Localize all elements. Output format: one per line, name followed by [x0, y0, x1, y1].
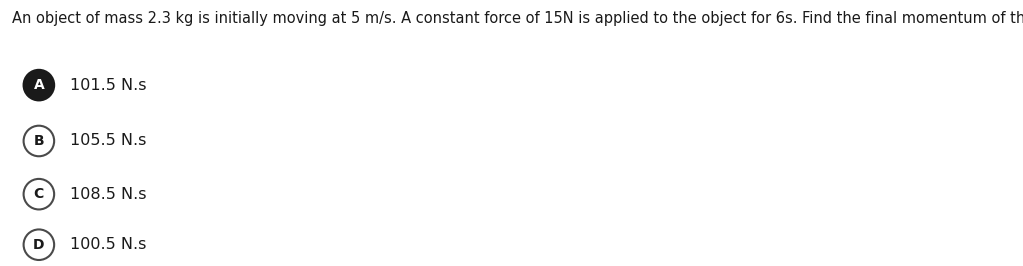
- Text: 108.5 N.s: 108.5 N.s: [70, 187, 146, 202]
- Ellipse shape: [24, 126, 54, 156]
- Text: 101.5 N.s: 101.5 N.s: [70, 78, 146, 93]
- Ellipse shape: [24, 70, 54, 100]
- Text: B: B: [34, 134, 44, 148]
- Ellipse shape: [24, 179, 54, 209]
- Text: D: D: [33, 238, 45, 252]
- Ellipse shape: [24, 230, 54, 260]
- Text: C: C: [34, 187, 44, 201]
- Text: A: A: [34, 78, 44, 92]
- Text: 100.5 N.s: 100.5 N.s: [70, 237, 146, 252]
- Text: 105.5 N.s: 105.5 N.s: [70, 134, 146, 148]
- Text: An object of mass 2.3 kg is initially moving at 5 m/s. A constant force of 15N i: An object of mass 2.3 kg is initially mo…: [12, 11, 1023, 26]
